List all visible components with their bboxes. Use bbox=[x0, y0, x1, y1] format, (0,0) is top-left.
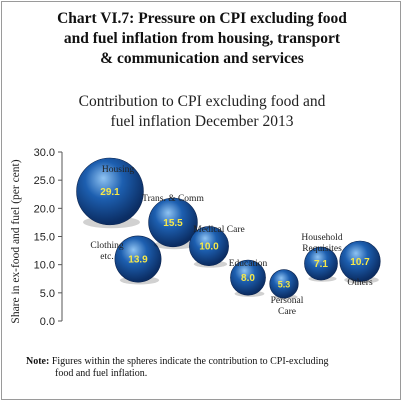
bubble-category-label: Others bbox=[347, 278, 373, 288]
bubble-category-label: Personal Care bbox=[271, 296, 304, 317]
note-text-line-2: food and fuel inflation. bbox=[55, 368, 148, 379]
bubble-value-label: 13.9 bbox=[128, 255, 148, 266]
footnote: Note: Figures within the spheres indicat… bbox=[26, 356, 386, 380]
bubble-others bbox=[339, 240, 381, 282]
bubble-category-label: Education bbox=[229, 259, 268, 269]
bubble-household-requisites bbox=[304, 246, 338, 281]
bubble-category-label: Housing bbox=[102, 165, 134, 175]
plot-title: Contribution to CPI excluding food and f… bbox=[0, 92, 404, 132]
bubble-education bbox=[230, 259, 266, 296]
y-tick-label: 5.0 bbox=[40, 288, 55, 300]
y-tick-label: 20.0 bbox=[34, 203, 55, 215]
y-tick-label: 15.0 bbox=[34, 232, 55, 244]
bubble-clothing-etc bbox=[114, 235, 162, 283]
bubble-value-label: 15.5 bbox=[163, 218, 183, 229]
bubble-value-label: 8.0 bbox=[241, 273, 255, 284]
bubble-housing bbox=[76, 157, 144, 226]
figure-title-line-3: & communication and services bbox=[100, 50, 304, 67]
bubble-value-label: 29.1 bbox=[100, 187, 120, 198]
bubble-personal-care bbox=[269, 269, 299, 299]
bubble-category-label: Trans. & Comm bbox=[142, 194, 204, 204]
bubble-series bbox=[76, 157, 381, 300]
note-label: Note: bbox=[26, 356, 50, 367]
bubble-value-label: 10.7 bbox=[350, 257, 370, 268]
bubble-category-label: Medical Care bbox=[193, 225, 244, 235]
bubble-medical-care bbox=[189, 226, 229, 266]
bubble-trans-comm bbox=[148, 197, 198, 248]
y-tick-label: 25.0 bbox=[34, 175, 55, 187]
figure-title-line-1: Chart VI.7: Pressure on CPI excluding fo… bbox=[57, 10, 347, 27]
figure-title-line-2: and fuel inflation from housing, transpo… bbox=[63, 30, 341, 47]
figure-title: Chart VI.7: Pressure on CPI excluding fo… bbox=[0, 9, 404, 69]
y-axis: 0.0 5.0 10.0 15.0 20.0 25.0 30.0 Share in ex-fo… bbox=[10, 147, 63, 328]
bubble-value-label: 7.1 bbox=[314, 259, 328, 270]
bubble-category-label: Clothing etc. bbox=[90, 241, 124, 262]
plot-title-line-2: fuel inflation December 2013 bbox=[110, 113, 294, 130]
y-tick-label: 30.0 bbox=[34, 147, 55, 159]
bubble-value-label: 5.3 bbox=[278, 279, 291, 289]
y-axis-title: Share in ex-food and fuel (per cent) bbox=[10, 159, 22, 323]
note-text-line-1: Figures within the spheres indicate the … bbox=[51, 356, 329, 367]
bubble-labels: 29.1 Housing 13.9 Clothing etc. 15.5 Trans. & … bbox=[90, 165, 373, 317]
plot-title-line-1: Contribution to CPI excluding food and bbox=[78, 93, 326, 110]
y-tick-label: 10.0 bbox=[34, 260, 55, 272]
y-tick-label: 0.0 bbox=[40, 316, 55, 328]
bubble-value-label: 10.0 bbox=[199, 242, 219, 253]
bubble-category-label: Household Requisites bbox=[301, 233, 342, 254]
